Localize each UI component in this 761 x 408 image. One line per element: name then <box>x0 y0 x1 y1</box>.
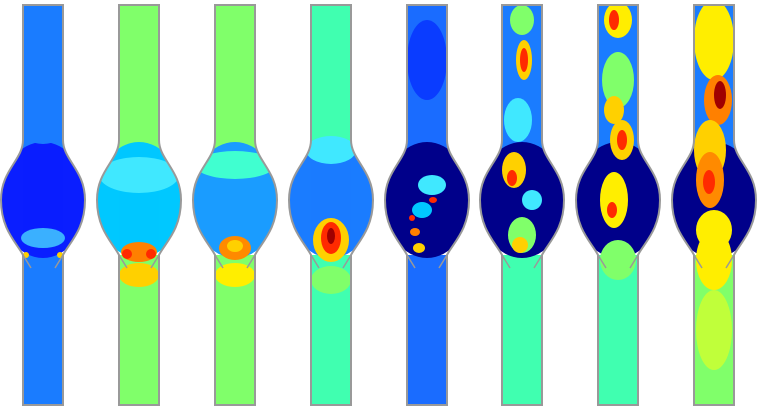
flow-blob <box>119 263 159 287</box>
flow-blob <box>607 202 617 218</box>
lower-flow <box>477 255 567 408</box>
flow-blob <box>195 151 275 179</box>
flow-blob <box>327 228 335 244</box>
flow-blob <box>504 98 532 142</box>
page: (() => { const data = JSON.parse(documen… <box>0 0 761 408</box>
vessel-fill <box>669 0 759 408</box>
flow-blob <box>520 48 528 72</box>
lower-flow <box>382 255 472 408</box>
vessel-fill <box>382 0 472 408</box>
flow-blob <box>146 249 156 259</box>
flow-blob <box>507 170 517 186</box>
flow-blob <box>696 290 732 370</box>
flow-blob <box>600 172 628 228</box>
vessel-fill <box>573 0 663 408</box>
upper-flow <box>190 0 280 150</box>
flow-blob <box>609 10 619 30</box>
flow-blob <box>227 240 243 252</box>
vessel-frame <box>382 0 472 408</box>
vessel-fill <box>190 0 280 408</box>
flow-blob <box>409 215 415 221</box>
flow-blob <box>21 116 65 144</box>
flow-blob <box>413 243 425 253</box>
vessel-fill <box>286 0 376 408</box>
flow-blob <box>714 81 726 109</box>
flow-visualization <box>0 0 761 408</box>
vessel-frame <box>286 0 376 408</box>
flow-blob <box>696 230 732 290</box>
flow-blob <box>410 228 420 236</box>
vessel-fill <box>477 0 567 408</box>
flow-blob <box>122 249 132 259</box>
vessel-frame <box>669 0 759 408</box>
vessel-fill <box>0 0 88 408</box>
lower-flow <box>0 255 88 408</box>
flow-blob <box>604 96 624 124</box>
vessel-frame <box>573 0 663 408</box>
flow-blob <box>600 240 636 280</box>
flow-blob <box>617 130 627 150</box>
flow-blob <box>418 175 446 195</box>
vessel-frame <box>94 0 184 408</box>
vessel-frame <box>0 0 88 408</box>
flow-blob <box>306 136 356 164</box>
flow-blob <box>522 190 542 210</box>
vessel-fill <box>94 0 184 408</box>
vessel-frame <box>190 0 280 408</box>
flow-blob <box>407 20 447 100</box>
flow-blob <box>21 228 65 248</box>
flow-blob <box>215 263 255 287</box>
vessel-frame <box>477 0 567 408</box>
flow-blob <box>412 202 432 218</box>
flow-blob <box>512 237 528 253</box>
upper-flow <box>94 0 184 150</box>
flow-blob <box>694 0 734 80</box>
flow-blob <box>510 5 534 35</box>
flow-blob <box>311 266 351 294</box>
upper-flow <box>286 0 376 150</box>
flow-blob <box>429 197 437 203</box>
flow-blob <box>703 170 715 194</box>
